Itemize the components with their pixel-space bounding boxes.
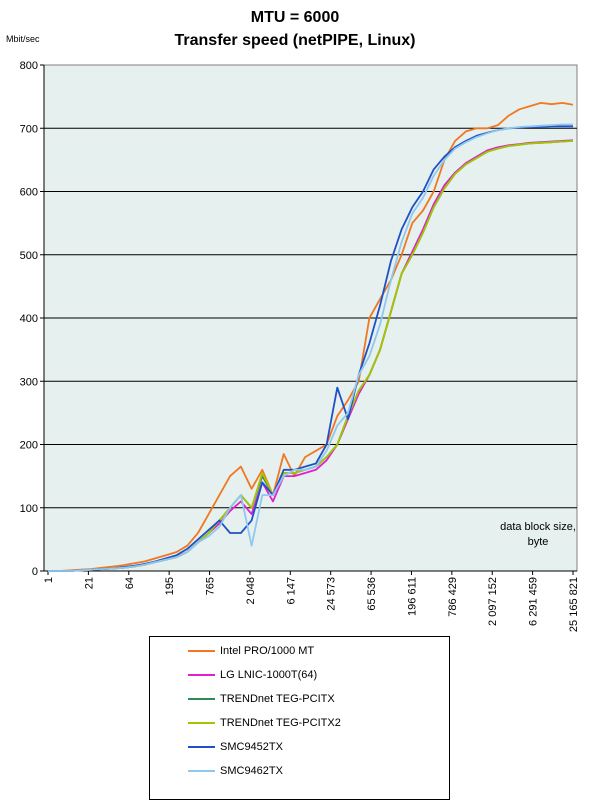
y-tick-label: 600 xyxy=(20,187,38,199)
legend-swatch xyxy=(188,650,215,652)
y-tick-label: 400 xyxy=(20,313,38,325)
legend-label: SMC9452TX xyxy=(220,741,283,753)
legend: Intel PRO/1000 MT LG LNIC-1000T(64) TRENDn… xyxy=(149,636,450,800)
x-tick-label: 65 536 xyxy=(366,577,378,611)
x-tick-label: 765 xyxy=(205,577,217,595)
x-tick-label: 6 147 xyxy=(285,577,297,605)
legend-label: LG LNIC-1000T(64) xyxy=(220,669,318,681)
y-tick-label: 0 xyxy=(32,566,38,578)
legend-label: SMC9462TX xyxy=(220,765,283,777)
y-tick-label: 500 xyxy=(20,250,38,262)
legend-swatch xyxy=(188,674,215,676)
x-tick-label: 64 xyxy=(124,577,136,589)
legend-label: Intel PRO/1000 MT xyxy=(220,645,315,657)
chart: 0 100 200 300 400 500 600 700 800 1 21 64 195 765 2 04… xyxy=(20,60,580,632)
legend-swatch xyxy=(188,746,215,748)
y-tick-label: 800 xyxy=(20,60,38,72)
series-line-smc9462tx xyxy=(48,123,573,572)
x-tick-label: 2 048 xyxy=(245,577,257,605)
y-tick-label: 300 xyxy=(20,376,38,388)
y-tick-label: 100 xyxy=(20,503,38,515)
y-tick-label: 700 xyxy=(20,123,38,135)
legend-swatch xyxy=(188,722,215,724)
legend-swatch xyxy=(188,770,215,772)
x-tick-label: 24 573 xyxy=(326,577,338,611)
legend-swatch xyxy=(188,698,215,700)
x-tick-label: 6 291 459 xyxy=(528,577,540,626)
legend-label: TRENDnet TEG-PCITX xyxy=(220,693,335,705)
x-tick-label: 196 611 xyxy=(406,577,418,616)
chart-title: MTU = 6000 xyxy=(250,9,340,26)
x-tick-label: 1 xyxy=(43,577,55,583)
x-tick-label: 21 xyxy=(83,577,95,589)
y-tick-label: 200 xyxy=(20,440,38,452)
x-tick-label: 2 097 152 xyxy=(487,577,499,626)
x-tick-label: 25 165 821 xyxy=(568,577,580,632)
y-axis-label: Mbit/sec xyxy=(6,34,40,44)
legend-label: TRENDnet TEG-PCITX2 xyxy=(220,717,341,729)
series-line-intel-pro-1000-mt xyxy=(48,102,574,572)
x-tick-label: 195 xyxy=(164,577,176,595)
x-axis-label: data block size, byte xyxy=(500,521,576,548)
chart-subtitle: Transfer speed (netPIPE, Linux) xyxy=(174,32,416,49)
x-tick-label: 786 429 xyxy=(447,577,459,617)
